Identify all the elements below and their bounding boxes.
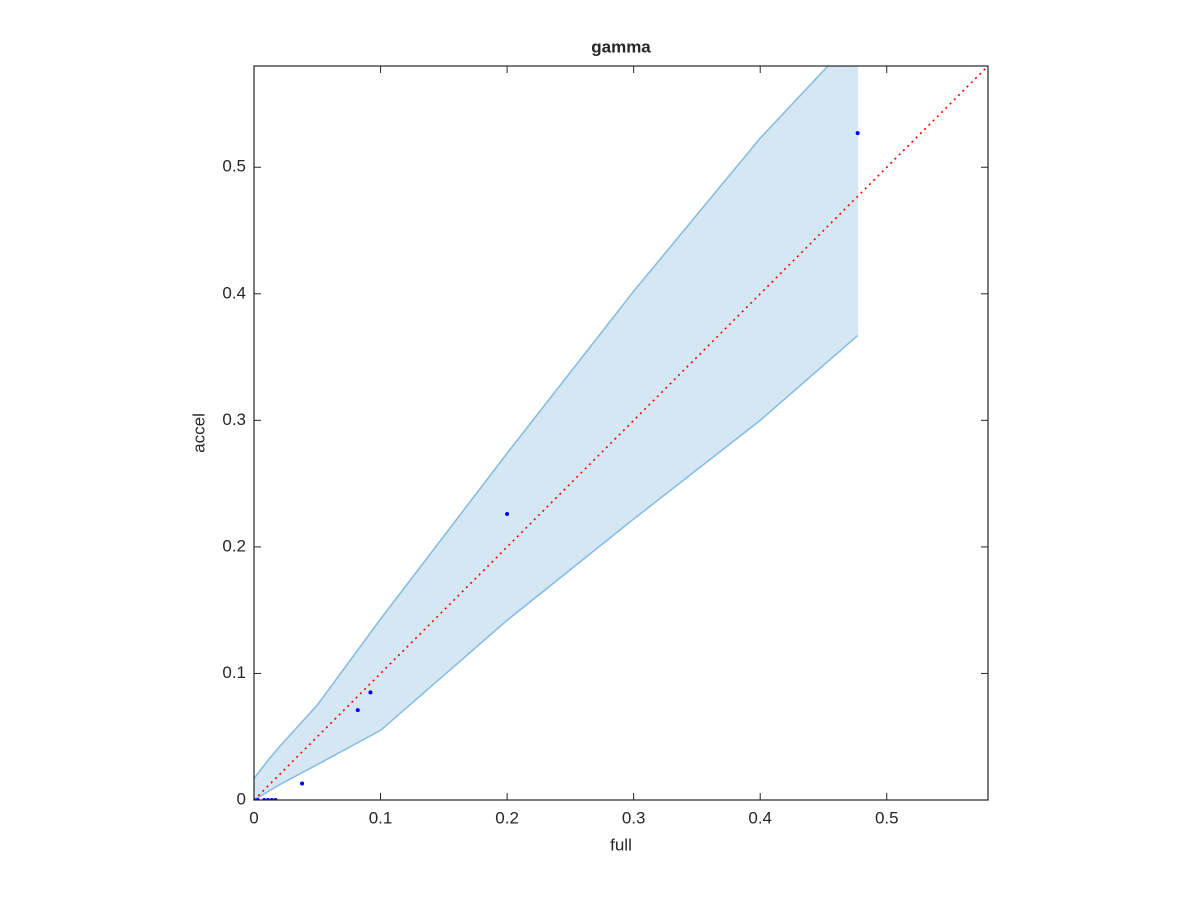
- band-edge-lower: [254, 334, 859, 800]
- y-tick-label: 0.1: [222, 663, 246, 682]
- data-point: [505, 511, 510, 516]
- data-point: [368, 690, 373, 695]
- x-tick-label: 0.3: [622, 808, 646, 827]
- chart-title: gamma: [591, 37, 651, 56]
- y-tick-label: 0.4: [222, 283, 246, 302]
- x-tick-label: 0.5: [875, 808, 899, 827]
- x-tick-label: 0.2: [495, 808, 519, 827]
- y-tick-label: 0: [237, 789, 246, 808]
- y-tick-label: 0.2: [222, 536, 246, 555]
- x-tick-label: 0: [249, 808, 258, 827]
- y-axis-label: accel: [189, 413, 208, 453]
- axes-box: [253, 65, 989, 801]
- x-tick-label: 0.4: [748, 808, 772, 827]
- plot-area: [254, 66, 988, 800]
- data-point: [355, 708, 360, 713]
- band-edge-upper: [254, 66, 830, 779]
- y-tick-label: 0.5: [222, 157, 246, 176]
- data-point: [855, 131, 860, 136]
- x-tick-label: 0.1: [369, 808, 393, 827]
- reference-line: [254, 66, 988, 800]
- x-axis-label: full: [610, 835, 632, 854]
- y-tick-label: 0.3: [222, 410, 246, 429]
- data-point: [300, 781, 305, 786]
- band-fill: [254, 66, 858, 800]
